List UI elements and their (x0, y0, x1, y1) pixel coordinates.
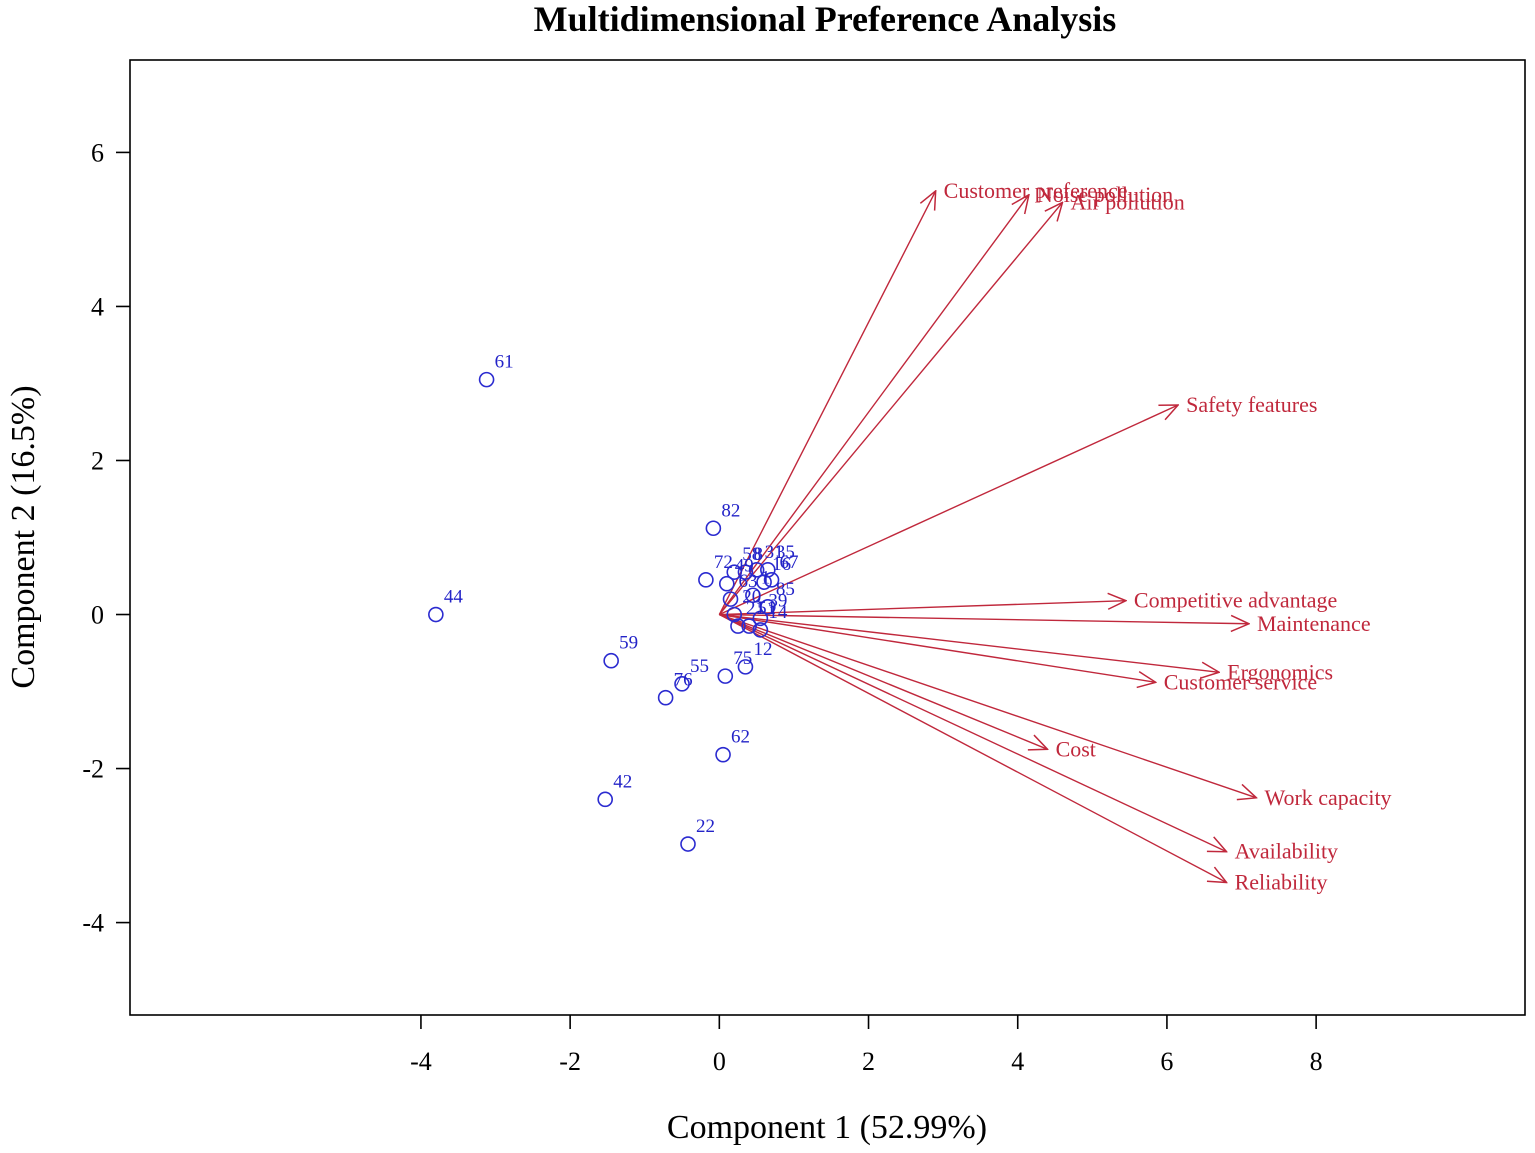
observation-label: 76 (674, 670, 693, 691)
observation-point (698, 572, 714, 588)
observation-point (763, 572, 780, 588)
observation-point (657, 689, 674, 706)
observation-point (680, 836, 696, 852)
observation-label: 14 (768, 602, 788, 623)
observation-point (760, 599, 776, 615)
observation-label: 20 (742, 587, 761, 608)
observation-label: 42 (613, 771, 632, 792)
observation-label: 67 (780, 552, 799, 573)
vector-label: Safety features (1186, 392, 1317, 417)
plot-frame (129, 59, 1526, 1016)
observation-point (737, 564, 754, 580)
y-tick-label: -4 (82, 909, 104, 938)
vector-label: Air pollution (1070, 189, 1184, 214)
vector-arrow (719, 613, 1219, 673)
observation-label: 75 (733, 648, 752, 669)
observation-point (715, 746, 731, 763)
x-tick-label: 8 (1310, 1047, 1323, 1076)
y-tick-label: 4 (91, 292, 104, 321)
x-tick-label: 2 (862, 1047, 875, 1076)
observation-point (705, 520, 722, 537)
y-tick-label: -2 (82, 755, 104, 784)
observation-point (428, 606, 444, 623)
observation-label: 39 (768, 590, 787, 611)
observation-point (748, 562, 765, 578)
vector-label: Ergonomics (1227, 659, 1333, 684)
observation-label: 55 (690, 656, 709, 677)
vector-arrow (719, 613, 1226, 883)
vector-label: Reliability (1235, 870, 1328, 895)
observation-label: 62 (731, 727, 750, 748)
observation-label: 35 (776, 542, 795, 563)
vector-arrow (719, 613, 1226, 852)
observation-label: 49 (735, 556, 754, 577)
x-tick-label: -4 (410, 1047, 432, 1076)
observation-label: 61 (495, 352, 514, 373)
vector-label: Customer preference (944, 178, 1128, 203)
observation-point (726, 606, 743, 623)
vector-arrow (719, 613, 1155, 683)
vector-arrow (719, 613, 1256, 798)
y-tick-label: 0 (91, 601, 104, 630)
observation-point (730, 618, 746, 634)
x-axis: -4 -2 0 2 4 6 8 (410, 1015, 1323, 1076)
observation-label: 21 (746, 598, 765, 619)
vector-arrow (719, 613, 1249, 624)
observation-label: 85 (776, 579, 795, 600)
observation-label: 44 (444, 587, 464, 608)
vector-arrow (718, 195, 1029, 615)
observation-label: 16 (772, 554, 791, 575)
observation-point (718, 575, 735, 592)
observation-label: 82 (721, 500, 740, 521)
vector-arrow (719, 601, 1126, 616)
observation-point (722, 591, 739, 607)
observation-label: 63 (739, 571, 758, 592)
observation-point (603, 652, 619, 669)
observation-point (478, 371, 495, 388)
vector-label: Work capacity (1264, 785, 1391, 810)
observation-label: 31 (765, 542, 784, 563)
observation-label: 22 (696, 816, 715, 837)
x-tick-label: 0 (713, 1047, 726, 1076)
observation-label: 59 (619, 633, 638, 654)
vector-label: Maintenance (1257, 611, 1371, 636)
observation-point (674, 676, 690, 692)
observation-point (752, 610, 769, 627)
vector-label: Cost (1056, 736, 1096, 761)
observation-point (756, 574, 772, 590)
observation-label: 12 (753, 639, 772, 660)
vector-arrow (718, 202, 1062, 615)
x-tick-label: -2 (559, 1047, 581, 1076)
observation-label: 8 (753, 544, 763, 565)
vector-label: Customer service (1164, 669, 1317, 694)
chart-title: Multidimensional Preference Analysis (534, 0, 1117, 39)
vector-label: Availability (1235, 839, 1338, 864)
observation-point (597, 791, 613, 808)
vector-arrow (719, 405, 1178, 616)
observation-label: 1 (761, 567, 771, 588)
x-axis-label: Component 1 (52.99%) (667, 1109, 987, 1146)
y-axis: -4 -2 0 2 4 6 (82, 138, 130, 938)
x-tick-label: 4 (1011, 1047, 1024, 1076)
vector-label: Competitive advantage (1134, 588, 1337, 613)
observation-label: 58 (742, 544, 761, 565)
observation-label: 72 (714, 552, 733, 573)
y-tick-label: 2 (91, 446, 104, 475)
y-axis-label: Component 2 (16.5%) (5, 385, 42, 688)
y-tick-label: 6 (91, 138, 104, 167)
observation-point (752, 622, 769, 638)
observation-point (737, 659, 754, 675)
x-tick-label: 6 (1160, 1047, 1173, 1076)
vector-arrow (719, 613, 1047, 750)
observation-point (745, 587, 761, 604)
observation-point (717, 668, 734, 684)
vector-arrow (718, 191, 935, 615)
observation-point (741, 618, 757, 634)
observation-point (726, 564, 743, 580)
observation-label: 51 (757, 598, 776, 619)
